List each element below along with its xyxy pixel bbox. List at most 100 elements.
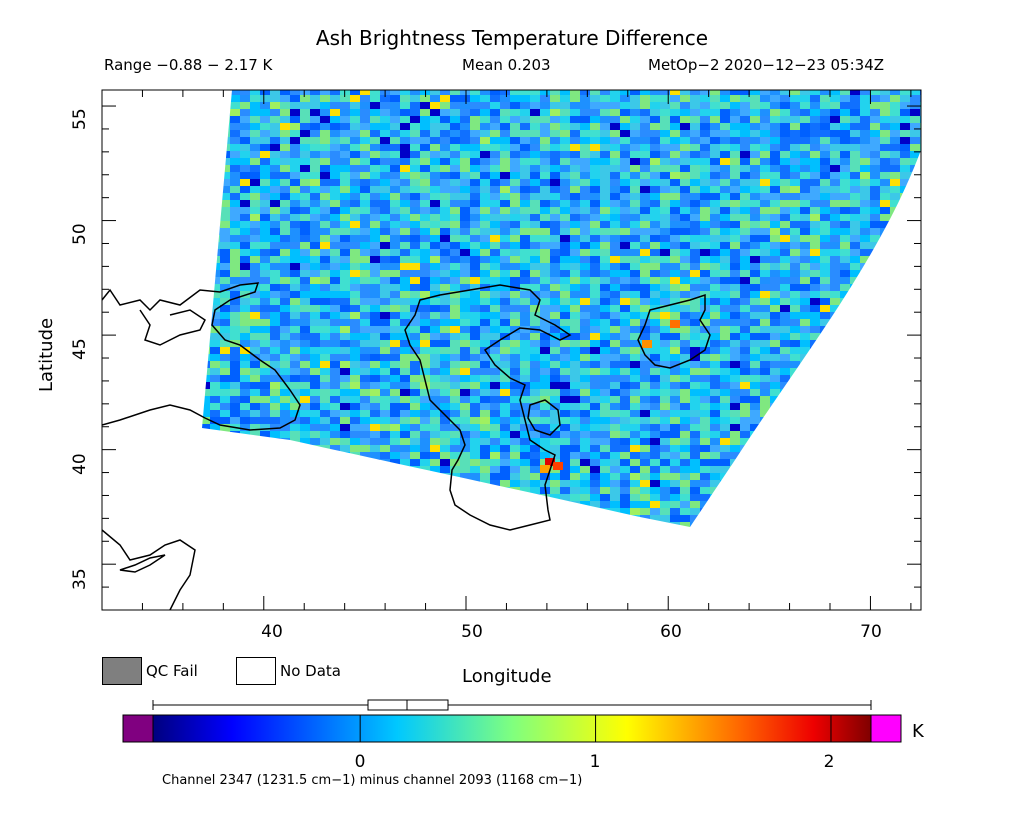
swath-pixel <box>590 403 600 410</box>
swath-pixel <box>750 277 760 284</box>
swath-pixel <box>370 137 380 144</box>
swath-pixel <box>850 466 860 473</box>
swath-pixel <box>450 522 460 527</box>
swath-pixel <box>620 396 630 403</box>
swath-pixel <box>870 417 880 424</box>
swath-pixel <box>420 480 430 487</box>
swath-pixel <box>620 347 630 354</box>
swath-pixel <box>800 158 810 165</box>
swath-pixel <box>530 284 540 291</box>
y-tick-label: 35 <box>70 568 90 590</box>
swath-pixel <box>260 333 270 340</box>
swath-pixel <box>660 487 670 494</box>
swath-pixel <box>300 333 310 340</box>
swath-pixel <box>410 151 420 158</box>
swath-pixel <box>610 319 620 326</box>
swath-pixel <box>250 263 260 270</box>
swath-pixel <box>900 480 910 487</box>
swath-pixel <box>790 291 800 298</box>
swath-pixel <box>870 508 880 515</box>
swath-pixel <box>650 193 660 200</box>
swath-pixel <box>350 340 360 347</box>
swath-pixel <box>380 438 390 445</box>
swath-pixel <box>380 480 390 487</box>
swath-pixel <box>350 354 360 361</box>
swath-pixel <box>790 298 800 305</box>
swath-pixel <box>700 501 710 508</box>
swath-pixel <box>680 179 690 186</box>
swath-pixel <box>440 333 450 340</box>
swath-pixel <box>830 256 840 263</box>
swath-pixel <box>300 529 310 536</box>
swath-pixel <box>340 214 350 221</box>
swath-pixel <box>500 340 510 347</box>
swath-pixel <box>680 284 690 291</box>
swath-pixel <box>240 382 250 389</box>
swath-pixel <box>210 375 220 382</box>
swath-pixel <box>620 151 630 158</box>
swath-pixel <box>820 438 830 445</box>
swath-pixel <box>210 410 220 417</box>
swath-pixel <box>410 186 420 193</box>
swath-pixel <box>790 235 800 242</box>
swath-pixel <box>760 375 770 382</box>
swath-pixel <box>630 340 640 347</box>
swath-pixel <box>810 193 820 200</box>
swath-pixel <box>360 326 370 333</box>
swath-pixel <box>900 445 910 452</box>
swath-pixel <box>900 347 910 354</box>
swath-pixel <box>690 130 700 137</box>
swath-pixel <box>740 396 750 403</box>
swath-pixel <box>480 277 490 284</box>
swath-pixel <box>340 466 350 473</box>
swath-pixel <box>290 291 300 298</box>
swath-pixel <box>710 494 720 501</box>
swath-pixel <box>230 333 240 340</box>
swath-pixel <box>880 123 890 130</box>
swath-pixel <box>440 487 450 494</box>
swath-pixel <box>700 249 710 256</box>
swath-pixel <box>220 235 230 242</box>
swath-pixel <box>260 221 270 228</box>
swath-pixel <box>730 207 740 214</box>
swath-pixel <box>320 368 330 375</box>
swath-pixel <box>650 333 660 340</box>
swath-pixel <box>670 333 680 340</box>
swath-pixel <box>810 249 820 256</box>
swath-pixel <box>590 200 600 207</box>
swath-pixel <box>340 277 350 284</box>
swath-pixel <box>260 424 270 431</box>
swath-pixel <box>870 109 880 116</box>
crimea-coast <box>139 309 206 346</box>
swath-pixel <box>830 494 840 501</box>
swath-pixel <box>620 319 630 326</box>
swath-pixel <box>740 137 750 144</box>
swath-pixel <box>790 95 800 102</box>
swath-pixel <box>320 403 330 410</box>
swath-pixel <box>780 487 790 494</box>
swath-pixel <box>570 200 580 207</box>
swath-pixel <box>700 90 710 95</box>
y-tick-label: 45 <box>70 338 90 360</box>
swath-pixel <box>480 452 490 459</box>
swath-pixel <box>820 102 830 109</box>
swath-pixel <box>650 410 660 417</box>
swath-pixel <box>460 242 470 249</box>
swath-pixel <box>800 326 810 333</box>
swath-pixel <box>750 256 760 263</box>
swath-pixel <box>680 214 690 221</box>
swath-pixel <box>290 123 300 130</box>
swath-pixel <box>630 144 640 151</box>
swath-pixel <box>290 228 300 235</box>
swath-pixel <box>300 102 310 109</box>
swath-pixel <box>610 466 620 473</box>
swath-pixel <box>460 382 470 389</box>
swath-pixel <box>770 473 780 480</box>
swath-pixel <box>780 340 790 347</box>
swath-pixel <box>230 452 240 459</box>
swath-pixel <box>860 312 870 319</box>
swath-pixel <box>210 116 220 123</box>
swath-pixel <box>670 90 680 95</box>
swath-pixel <box>560 144 570 151</box>
swath-pixel <box>350 403 360 410</box>
